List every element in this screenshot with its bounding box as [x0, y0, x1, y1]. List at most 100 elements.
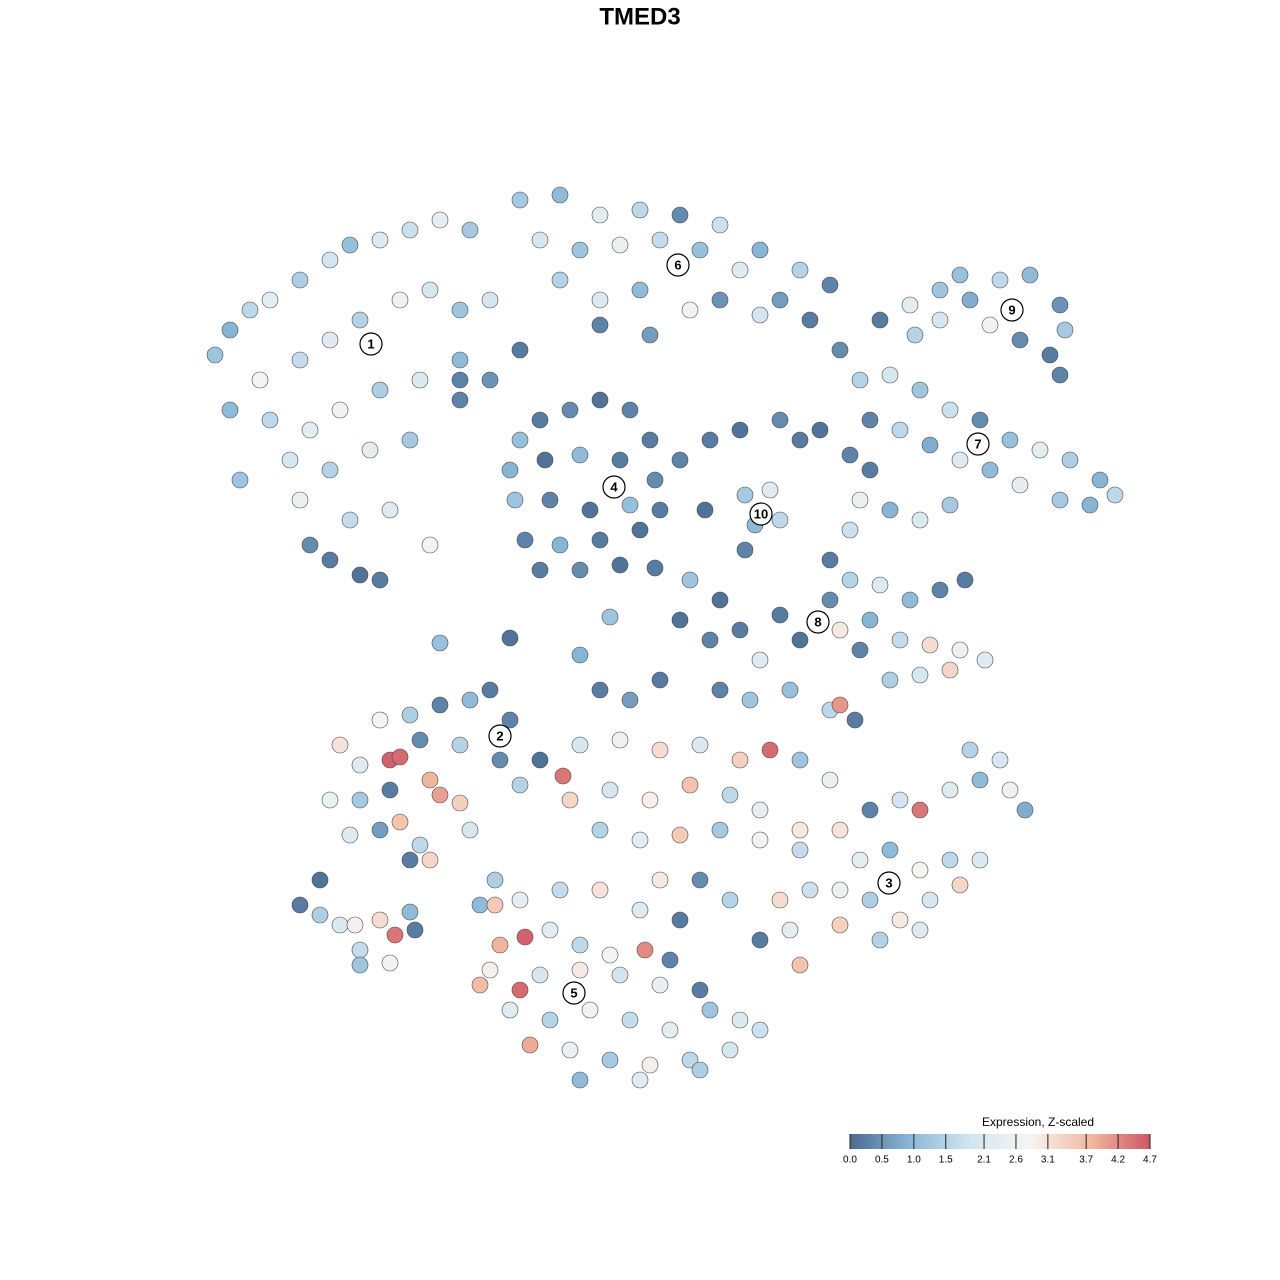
point: [1081, 496, 1099, 514]
point: [631, 831, 649, 849]
point: [321, 251, 339, 269]
point: [501, 629, 519, 647]
point: [1056, 321, 1074, 339]
point: [921, 891, 939, 909]
point: [481, 291, 499, 309]
point: [851, 641, 869, 659]
point: [371, 911, 389, 929]
point: [351, 956, 369, 974]
point: [381, 781, 399, 799]
point: [341, 236, 359, 254]
point: [341, 826, 359, 844]
point: [681, 571, 699, 589]
point: [681, 301, 699, 319]
point: [831, 916, 849, 934]
point: [1051, 491, 1069, 509]
colorbar-tick-label: 2.6: [1009, 1155, 1023, 1166]
point: [861, 611, 879, 629]
point: [711, 821, 729, 839]
point: [851, 491, 869, 509]
point: [291, 351, 309, 369]
point: [341, 511, 359, 529]
cluster-badge: [877, 871, 901, 895]
point: [661, 951, 679, 969]
point: [621, 1011, 639, 1029]
point: [251, 371, 269, 389]
point: [1061, 451, 1079, 469]
point: [391, 813, 409, 831]
colorbar-tick-label: 3.7: [1079, 1155, 1093, 1166]
cluster-badge: [359, 332, 383, 356]
point: [881, 841, 899, 859]
point: [781, 921, 799, 939]
point: [871, 311, 889, 329]
point: [1041, 346, 1059, 364]
point: [671, 206, 689, 224]
point: [931, 281, 949, 299]
point: [641, 1056, 659, 1074]
point: [971, 851, 989, 869]
point: [911, 801, 929, 819]
point: [261, 411, 279, 429]
point: [571, 646, 589, 664]
point: [516, 928, 534, 946]
point: [731, 1011, 749, 1029]
point: [861, 411, 879, 429]
point: [891, 631, 909, 649]
point: [471, 976, 489, 994]
point: [721, 786, 739, 804]
point: [771, 511, 789, 529]
point: [871, 931, 889, 949]
point: [691, 981, 709, 999]
cluster-label: 7: [974, 436, 981, 451]
point: [671, 911, 689, 929]
point: [506, 491, 524, 509]
point: [1001, 781, 1019, 799]
points: [206, 186, 1124, 1089]
point: [841, 446, 859, 464]
point: [671, 611, 689, 629]
point: [531, 966, 549, 984]
point: [831, 821, 849, 839]
point: [771, 411, 789, 429]
point: [956, 571, 974, 589]
point: [611, 731, 629, 749]
point: [591, 531, 609, 549]
cluster-badge: [602, 475, 626, 499]
point: [501, 461, 519, 479]
point: [591, 206, 609, 224]
point: [641, 326, 659, 344]
point: [831, 621, 849, 639]
point: [941, 781, 959, 799]
point: [311, 906, 329, 924]
point: [691, 1061, 709, 1079]
point: [691, 871, 709, 889]
point: [591, 821, 609, 839]
point: [731, 261, 749, 279]
point: [881, 671, 899, 689]
point: [731, 421, 749, 439]
point: [351, 311, 369, 329]
point: [541, 491, 559, 509]
point: [551, 536, 569, 554]
point: [1091, 471, 1109, 489]
point: [371, 571, 389, 589]
point: [696, 501, 714, 519]
cluster-labels: 1 2 3 4 5 6 7 8 9 10: [359, 253, 1024, 1005]
point: [231, 471, 249, 489]
point: [671, 826, 689, 844]
point: [621, 496, 639, 514]
point: [981, 316, 999, 334]
point: [861, 461, 879, 479]
point: [1016, 801, 1034, 819]
point: [551, 271, 569, 289]
point: [601, 946, 619, 964]
point: [901, 296, 919, 314]
point: [791, 751, 809, 769]
point: [321, 461, 339, 479]
point: [921, 636, 939, 654]
point: [951, 641, 969, 659]
point: [591, 881, 609, 899]
point: [536, 451, 554, 469]
point: [941, 851, 959, 869]
